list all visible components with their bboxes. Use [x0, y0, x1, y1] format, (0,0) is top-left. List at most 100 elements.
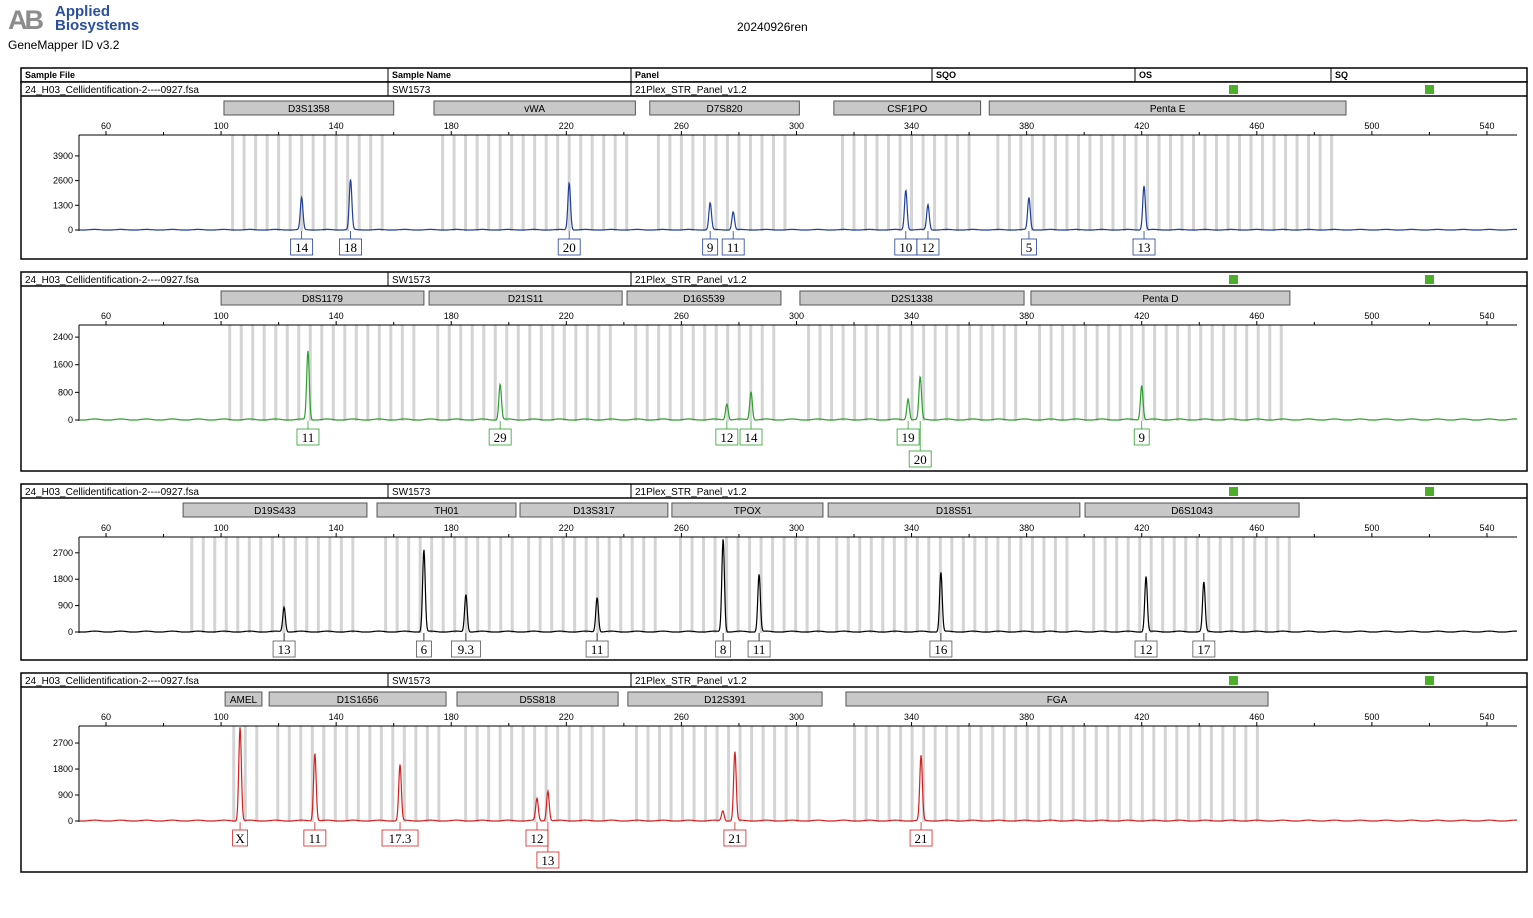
allele-bin: [864, 726, 868, 822]
allele-bin: [841, 325, 845, 421]
allele-bin: [447, 325, 451, 421]
allele-bin: [979, 726, 983, 822]
allele-bin: [1030, 537, 1034, 633]
allele-bin: [1083, 726, 1087, 822]
marker-label: TH01: [434, 506, 459, 517]
allele-bin: [1002, 726, 1006, 822]
y-tick-label: 1800: [53, 764, 73, 774]
trace-green: [79, 350, 1517, 421]
x-tick-label: 500: [1364, 523, 1379, 533]
marker-bar-csf1po: [833, 100, 982, 116]
allele-bin: [255, 726, 259, 822]
dye-panel-blue: 24_H03_Cellidentification-2----0927.fsa S…: [20, 81, 1528, 260]
marker-label: D7S820: [706, 104, 743, 115]
allele-bin: [1049, 325, 1053, 421]
allele-label-box: [1134, 640, 1158, 658]
allele-bin: [242, 135, 246, 231]
allele-bin: [1221, 726, 1225, 822]
allele-bin: [1276, 537, 1280, 633]
marker-bar-d8s1179: [220, 290, 425, 306]
allele-label: 13: [1138, 240, 1151, 255]
allele-bin: [441, 537, 445, 633]
x-tick-label: 60: [101, 121, 111, 131]
quality-flag-os: [1229, 275, 1238, 284]
allele-bin: [377, 325, 381, 421]
allele-label: 14: [295, 240, 309, 255]
quality-flag-sq: [1425, 487, 1434, 496]
allele-bin: [668, 135, 672, 231]
allele-bin: [991, 325, 995, 421]
x-tick-label: 500: [1364, 121, 1379, 131]
allele-bin: [796, 726, 800, 822]
allele-bin: [904, 537, 908, 633]
sample-file: 24_H03_Cellidentification-2----0927.fsa: [25, 676, 199, 687]
allele-bin: [201, 537, 205, 633]
allele-label: 9: [707, 240, 714, 255]
x-tick-label: 340: [904, 121, 919, 131]
x-tick-label: 460: [1249, 523, 1264, 533]
allele-bin: [668, 325, 672, 421]
x-tick-label: 60: [101, 523, 111, 533]
marker-label: Penta E: [1150, 104, 1186, 115]
allele-bin: [1295, 135, 1299, 231]
allele-bin: [602, 726, 606, 822]
allele-bin: [725, 135, 729, 231]
allele-bin: [956, 726, 960, 822]
x-tick-label: 220: [559, 121, 574, 131]
dye-panel-green: 24_H03_Cellidentification-2----0927.fsa S…: [20, 271, 1528, 472]
allele-label: 13: [541, 853, 554, 868]
marker-bar-d6s1043: [1084, 502, 1300, 518]
allele-bin: [691, 135, 695, 231]
allele-bin: [316, 537, 320, 633]
allele-bin: [590, 135, 594, 231]
allele-bin: [737, 325, 741, 421]
allele-bin: [1209, 726, 1213, 822]
trace-blue: [79, 179, 1518, 231]
allele-bin: [681, 726, 685, 822]
marker-bar-penta-e: [988, 100, 1347, 116]
allele-bin: [384, 537, 388, 633]
allele-bin: [645, 325, 649, 421]
allele-label-box: [723, 829, 747, 847]
allele-bin: [323, 135, 327, 231]
marker-label: D12S391: [704, 695, 746, 706]
allele-bin: [1168, 135, 1172, 231]
allele-bin: [933, 726, 937, 822]
allele-bin: [596, 537, 600, 633]
allele-bin: [1287, 537, 1291, 633]
allele-bin: [761, 726, 765, 822]
marker-label: D13S317: [573, 506, 615, 517]
marker-label: vWA: [524, 104, 545, 115]
allele-bin: [288, 135, 292, 231]
allele-bin: [887, 726, 891, 822]
allele-bin: [213, 537, 217, 633]
allele-bin: [1099, 135, 1103, 231]
allele-bin: [574, 325, 578, 421]
allele-bin: [1318, 135, 1322, 231]
marker-bar-d1s1656: [268, 691, 447, 707]
allele-bin: [759, 537, 763, 633]
allele-bin: [1038, 325, 1042, 421]
allele-bin: [475, 726, 479, 822]
allele-bin: [567, 726, 571, 822]
ab-logo-mark: AB: [8, 5, 44, 35]
allele-bin: [898, 135, 902, 231]
allele-label: 17: [1197, 642, 1211, 657]
allele-bin: [1126, 537, 1130, 633]
marker-label: D3S1358: [288, 104, 330, 115]
app-version: GeneMapper ID v3.2: [8, 38, 120, 52]
x-tick-label: 340: [904, 523, 919, 533]
allele-bin: [634, 325, 638, 421]
allele-bin: [1007, 537, 1011, 633]
allele-bin: [1238, 135, 1242, 231]
allele-bin: [556, 726, 560, 822]
allele-bin: [818, 325, 822, 421]
allele-bin: [297, 325, 301, 421]
allele-bin: [1134, 135, 1138, 231]
y-tick-label: 2700: [53, 548, 73, 558]
allele-bin: [459, 325, 463, 421]
x-tick-label: 260: [674, 311, 689, 321]
allele-bin: [1076, 135, 1080, 231]
x-tick-label: 100: [214, 311, 229, 321]
allele-bin: [714, 325, 718, 421]
